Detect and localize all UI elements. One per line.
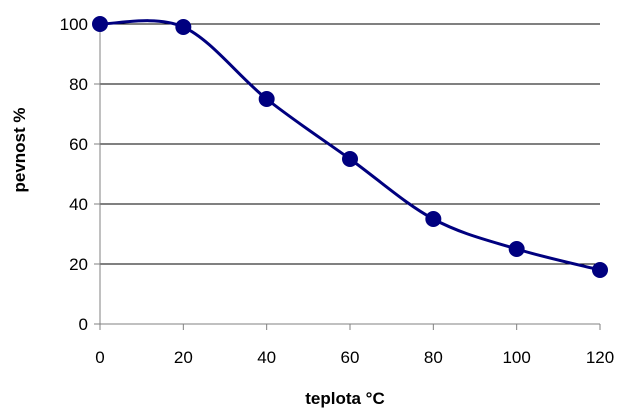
gridlines [100, 23, 600, 265]
markers [92, 16, 608, 278]
axes [94, 24, 600, 330]
ticks: 0 20 40 60 80 100 0 20 40 60 80 100 120 [60, 15, 615, 367]
x-tick-label-40: 40 [257, 348, 276, 367]
y-tick-label-20: 20 [69, 255, 88, 274]
y-tick-label-0: 0 [79, 315, 88, 334]
series [98, 19, 602, 272]
data-point-80 [425, 211, 442, 227]
y-tick-label-80: 80 [69, 75, 88, 94]
data-point-60 [342, 151, 358, 167]
y-tick-label-100: 100 [60, 15, 88, 34]
data-point-20 [175, 19, 192, 35]
x-tick-label-120: 120 [586, 348, 614, 367]
data-point-0 [92, 16, 108, 32]
y-tick-label-40: 40 [69, 195, 88, 214]
x-axis-title: teplota °C [305, 389, 385, 408]
x-tick-label-80: 80 [424, 348, 443, 367]
series-line-0 [98, 19, 602, 272]
x-tick-label-0: 0 [95, 348, 104, 367]
y-tick-label-60: 60 [69, 135, 88, 154]
x-tick-label-100: 100 [502, 348, 530, 367]
x-tick-label-60: 60 [341, 348, 360, 367]
data-point-40 [258, 91, 275, 107]
y-axis-title: pevnost % [10, 107, 29, 192]
data-point-100 [508, 241, 525, 257]
data-point-120 [592, 262, 608, 278]
x-tick-label-20: 20 [174, 348, 193, 367]
